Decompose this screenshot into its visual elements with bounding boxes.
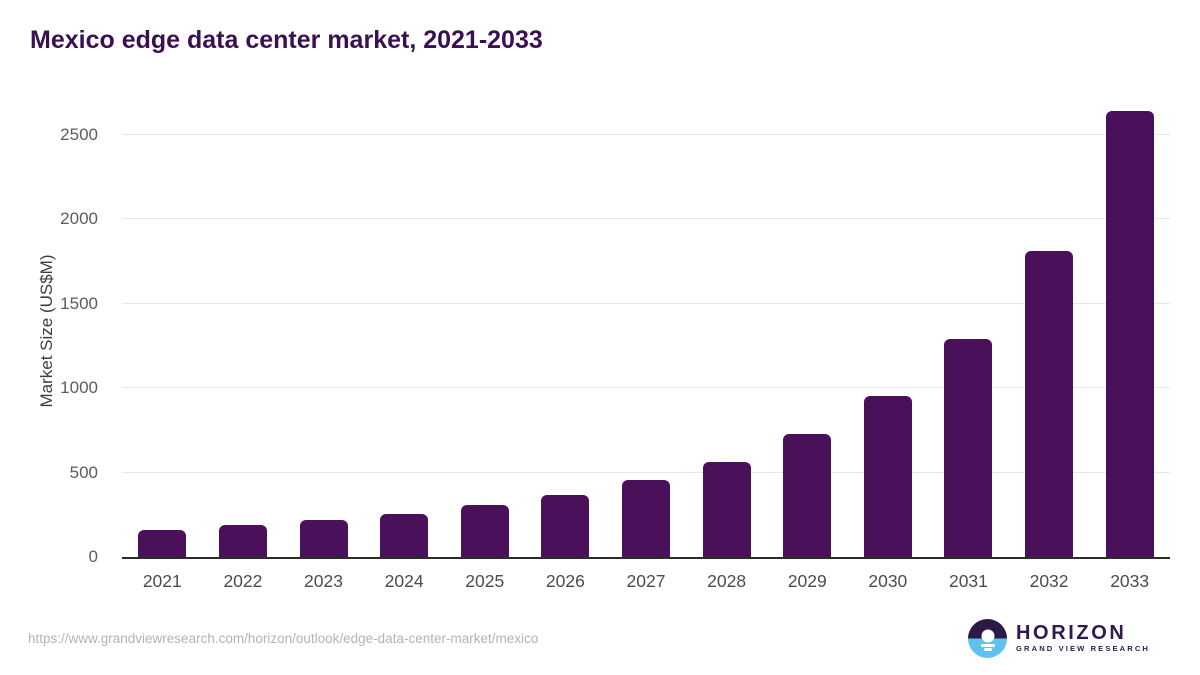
- x-tick-label-2021: 2021: [142, 571, 182, 591]
- sun-reflection-narrow-icon: [983, 648, 992, 651]
- gridline-2500: [122, 134, 1170, 135]
- x-tick-label-2023: 2023: [304, 571, 343, 591]
- x-tick-label-2027: 2027: [626, 571, 666, 591]
- y-tick-label-500: 500: [69, 462, 98, 482]
- bar-2033: [1105, 111, 1154, 557]
- bar-2028: [702, 461, 751, 557]
- gridline-500: [122, 471, 1170, 473]
- bar-2023: [299, 520, 348, 557]
- x-tick-label-2024: 2024: [384, 571, 424, 591]
- y-tick-label-1000: 1000: [60, 378, 98, 398]
- bar-2026: [541, 495, 590, 557]
- source-url-text: https://www.grandviewresearch.com/horizo…: [28, 631, 539, 646]
- x-axis-tick-labels: 2021 2022 2023 2024 2025 2026 2027 2028 2029 2030…: [122, 571, 1170, 595]
- y-tick-label-2500: 2500: [60, 125, 98, 144]
- bar-2024: [380, 514, 429, 557]
- logo-name: HORIZON: [1016, 621, 1127, 644]
- x-tick-label-2031: 2031: [948, 571, 988, 591]
- y-tick-label-2000: 2000: [60, 209, 98, 229]
- x-tick-label-2029: 2029: [787, 571, 827, 591]
- x-tick-label-2033: 2033: [1110, 571, 1150, 591]
- sun-reflection-wide-icon: [980, 644, 995, 647]
- bar-2029: [783, 434, 832, 557]
- plot-area: [122, 99, 1170, 557]
- gridline-1500: [122, 302, 1170, 304]
- y-tick-label-1500: 1500: [60, 293, 98, 313]
- bar-2027: [622, 480, 670, 557]
- bar-2021: [138, 530, 187, 557]
- bar-2032: [1025, 250, 1074, 557]
- x-tick-label-2032: 2032: [1029, 571, 1069, 591]
- y-axis-tick-labels: 0 500 1000 1500 2000 2500: [30, 99, 110, 566]
- gridline-2000: [122, 218, 1170, 220]
- logo-subtitle: GRAND VIEW RESEARCH: [1016, 643, 1150, 653]
- x-tick-label-2026: 2026: [545, 571, 585, 591]
- bar-2022: [218, 525, 267, 557]
- bar-2030: [863, 395, 912, 557]
- chart-title: Mexico edge data center market, 2021-203…: [30, 26, 543, 54]
- logo-text-block: HORIZON GRAND VIEW RESEARCH: [1016, 621, 1150, 654]
- x-tick-label-2028: 2028: [707, 571, 747, 591]
- x-tick-label-2030: 2030: [868, 571, 908, 591]
- gridline-1000: [122, 387, 1170, 389]
- x-tick-label-2022: 2022: [223, 571, 263, 591]
- x-tick-label-2025: 2025: [465, 571, 505, 591]
- sun-circle-icon: [981, 629, 995, 643]
- x-axis-line: [122, 557, 1170, 559]
- y-tick-label-0: 0: [88, 547, 98, 566]
- bar-2025: [460, 505, 509, 557]
- horizon-sun-icon: [968, 618, 1008, 658]
- horizon-logo: HORIZON GRAND VIEW RESEARCH: [968, 617, 1150, 659]
- bar-2031: [944, 338, 993, 557]
